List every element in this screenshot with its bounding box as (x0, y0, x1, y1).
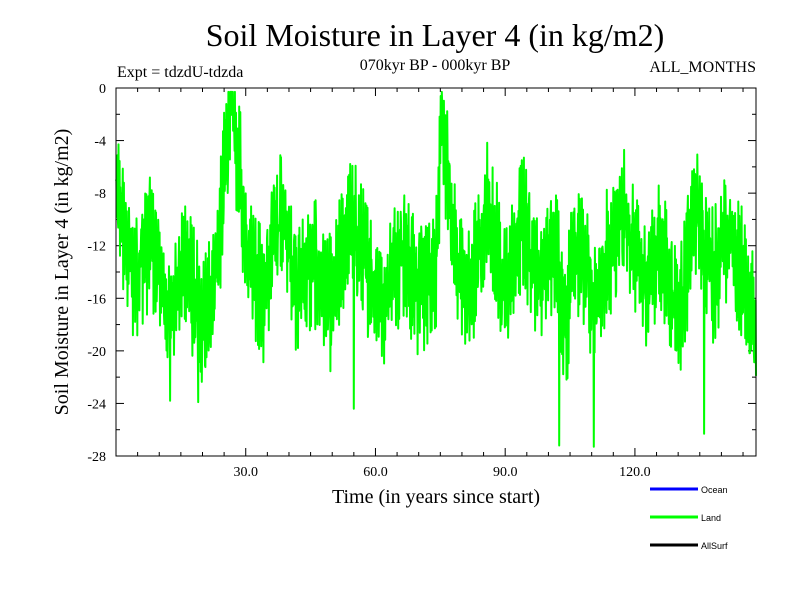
y-tick-label: -24 (87, 397, 106, 412)
y-tick-label: -28 (87, 450, 106, 465)
y-tick-label: -8 (94, 187, 106, 202)
y-tick-label: -4 (94, 135, 106, 150)
y-axis-label: Soil Moisture in Layer 4 (in kg/m2) (51, 129, 73, 416)
experiment-note: Expt = tdzdU-tdzda (117, 64, 243, 81)
x-axis-label: Time (in years since start) (332, 486, 540, 508)
y-tick-label: 0 (99, 82, 106, 97)
legend-label-allsurf: AllSurf (701, 541, 728, 551)
series-layer (115, 90, 757, 448)
chart-subtitle: 070kyr BP - 000kyr BP (360, 57, 511, 74)
series-line-land (115, 90, 757, 448)
x-tick-label: 60.0 (363, 465, 388, 480)
x-tick-label: 120.0 (619, 465, 651, 480)
legend: Ocean Land AllSurf (650, 485, 728, 551)
x-tick-label: 30.0 (233, 465, 258, 480)
chart-title: Soil Moisture in Layer 4 (in kg/m2) (206, 17, 665, 53)
y-tick-label: -12 (87, 240, 106, 255)
legend-label-land: Land (701, 513, 721, 523)
x-tick-label: 90.0 (493, 465, 518, 480)
y-tick-label: -20 (87, 345, 106, 360)
legend-label-ocean: Ocean (701, 485, 728, 495)
months-note: ALL_MONTHS (649, 59, 756, 76)
plot-frame (115, 87, 757, 457)
y-tick-label: -16 (87, 292, 106, 307)
